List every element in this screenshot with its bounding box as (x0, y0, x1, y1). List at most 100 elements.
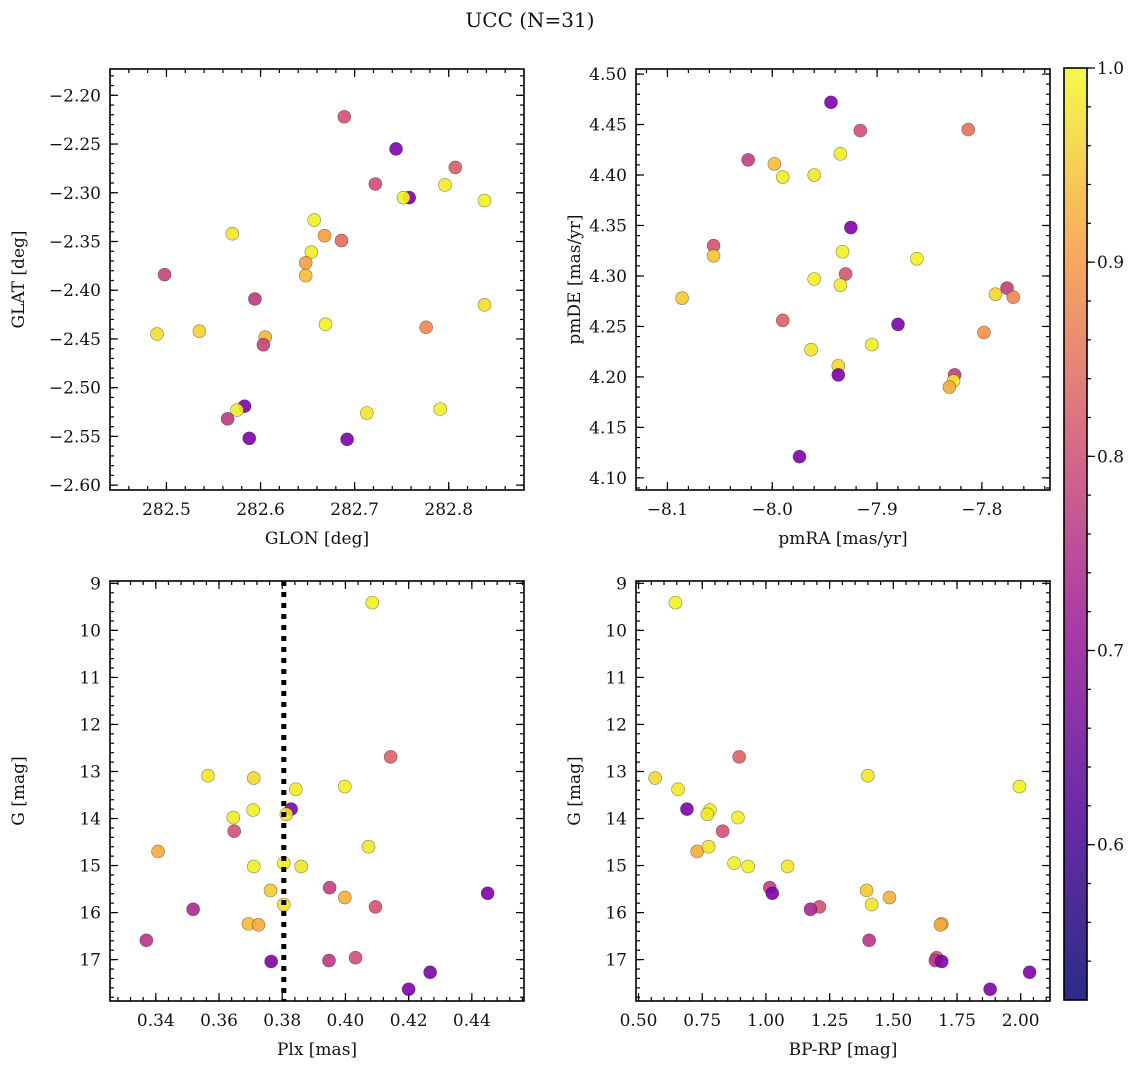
data-point (304, 245, 319, 260)
data-point (671, 782, 685, 797)
data-point (807, 272, 821, 286)
y-tick-label: −2.25 (49, 135, 101, 155)
data-point (741, 153, 755, 167)
data-point (910, 252, 924, 266)
y-tick-label: −2.40 (49, 281, 101, 301)
y-tick-label: 17 (605, 951, 627, 971)
data-point (256, 337, 271, 352)
y-tick-label: 14 (79, 810, 101, 830)
data-point (792, 449, 807, 464)
data-point (765, 886, 780, 901)
data-point (844, 220, 858, 235)
y-tick-label: 4.15 (589, 418, 627, 438)
data-point (289, 782, 303, 797)
data-point (220, 412, 235, 426)
data-point (396, 190, 411, 205)
data-point (648, 771, 662, 785)
data-point (242, 431, 257, 446)
y-tick-label: 15 (79, 857, 101, 877)
data-point (862, 933, 876, 948)
data-point (933, 918, 948, 932)
panel-2: −8.1 −8.0 −7.9 −7.8 4.10 4.15 4.20 4.25 4.30 4.35… (565, 65, 1051, 549)
x-tick-label: 282.8 (424, 500, 473, 520)
data-point (423, 965, 437, 980)
y-axis-label: G [mag] (9, 756, 29, 825)
y-tick-label: 11 (605, 668, 627, 688)
x-tick-label: 0.40 (327, 1011, 365, 1031)
data-point (700, 807, 715, 822)
data-point (988, 287, 1003, 301)
data-point (833, 278, 848, 292)
y-tick-label: 13 (79, 762, 101, 782)
data-point (361, 839, 376, 854)
data-point (853, 123, 868, 138)
y-tick-label: 4.20 (589, 368, 627, 388)
colorbar-tick-label: 1.0 (1097, 59, 1124, 79)
data-point (337, 109, 352, 124)
y-tick-label: −2.55 (49, 427, 101, 447)
data-point (804, 342, 818, 357)
data-point (317, 228, 332, 243)
x-tick-label: 1.50 (874, 1011, 912, 1031)
x-tick-label: 1.75 (938, 1011, 976, 1031)
data-point (727, 856, 741, 870)
x-tick-label: 282.7 (330, 500, 379, 520)
data-point (192, 324, 207, 338)
data-point (706, 248, 721, 263)
data-point (983, 982, 997, 997)
data-point (780, 859, 795, 874)
data-point (731, 810, 745, 825)
data-point (264, 954, 278, 969)
data-point (334, 233, 349, 248)
data-point (307, 213, 321, 227)
data-point (227, 824, 241, 839)
data-point (150, 327, 164, 341)
y-tick-label: 9 (90, 574, 101, 594)
data-point (246, 771, 261, 785)
data-point (882, 890, 897, 905)
y-tick-label: 4.25 (589, 317, 627, 337)
y-tick-label: 4.35 (589, 216, 627, 236)
data-point (348, 950, 363, 965)
data-point (322, 953, 336, 968)
x-tick-label: −7.9 (856, 500, 897, 520)
data-point (741, 859, 755, 874)
data-point (186, 902, 200, 917)
data-point (419, 320, 433, 335)
data-point (248, 292, 262, 306)
data-point (139, 933, 154, 948)
colorbar: 0.6 0.7 0.8 0.9 1.0 (1063, 59, 1124, 1001)
data-point (433, 402, 448, 416)
data-point (230, 403, 244, 417)
data-point (934, 954, 949, 969)
data-point (438, 178, 452, 192)
axes-frame (635, 68, 1051, 491)
data-point (322, 880, 337, 895)
y-tick-label: −2.35 (49, 232, 101, 252)
data-point (318, 317, 333, 332)
y-tick-label: −2.60 (49, 476, 101, 496)
y-tick-label: 15 (605, 857, 627, 877)
data-point (201, 768, 215, 783)
y-tick-label: −2.50 (49, 379, 101, 399)
data-point (865, 337, 879, 352)
x-tick-label: 1.25 (811, 1011, 849, 1031)
y-tick-label: 4.30 (589, 267, 627, 287)
y-tick-label: −2.45 (49, 330, 101, 350)
data-point (1006, 290, 1021, 304)
y-tick-label: 9 (616, 574, 627, 594)
data-point (831, 368, 846, 382)
x-tick-label: 282.5 (142, 500, 191, 520)
y-tick-label: 4.50 (589, 65, 627, 85)
y-tick-label: 10 (79, 621, 101, 641)
data-point (360, 406, 374, 420)
data-point (226, 810, 241, 825)
data-point (225, 226, 240, 241)
x-tick-label: 282.6 (236, 500, 285, 520)
y-tick-label: 11 (79, 668, 101, 688)
data-point (977, 325, 991, 340)
data-point (401, 982, 416, 997)
colorbar-tick-label: 0.9 (1097, 253, 1124, 273)
data-point (338, 779, 352, 794)
data-point (775, 170, 790, 184)
